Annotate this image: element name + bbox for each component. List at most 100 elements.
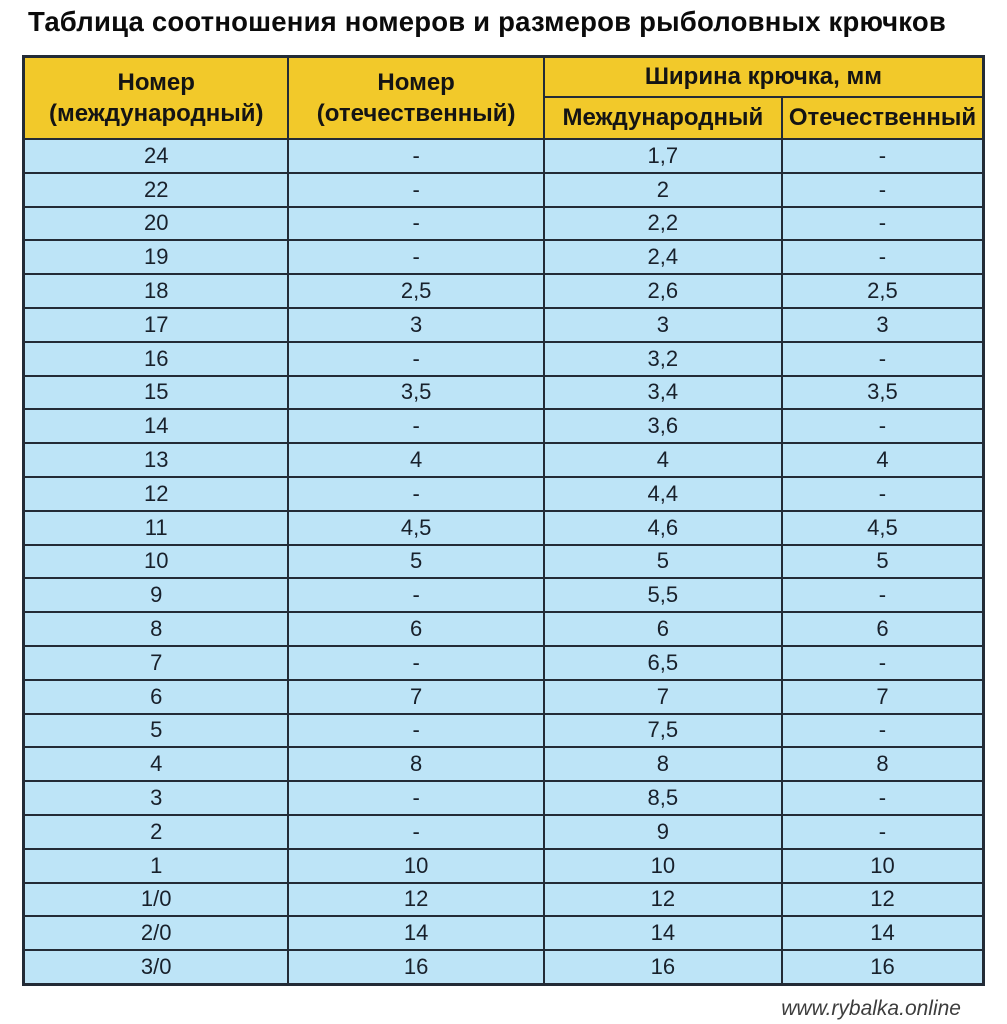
table-cell: 4 bbox=[542, 442, 783, 478]
table-cell: 2/0 bbox=[22, 915, 290, 952]
table-cell: 22 bbox=[22, 171, 290, 208]
table-cell: 17 bbox=[22, 306, 290, 343]
table-cell: 6 bbox=[22, 678, 290, 715]
table-cell: - bbox=[780, 780, 985, 816]
table-cell: - bbox=[287, 138, 545, 174]
table-row: 24-1,7- bbox=[22, 138, 985, 174]
table-row: 16-3,2- bbox=[22, 340, 985, 377]
table-cell: - bbox=[287, 475, 545, 512]
table-cell: 4,5 bbox=[780, 509, 985, 546]
header-line: (отечественный) bbox=[316, 100, 516, 127]
header-line: (международный) bbox=[48, 100, 264, 127]
table-cell: - bbox=[780, 813, 985, 850]
table-cell: 16 bbox=[780, 949, 985, 986]
table-row: 3/0 16 16 16 bbox=[22, 949, 985, 986]
table-cell: 1 bbox=[22, 847, 290, 884]
table-cell: 4,6 bbox=[542, 509, 783, 546]
table-cell: 3,5 bbox=[780, 374, 985, 411]
table-row: 17 3 3 3 bbox=[22, 306, 985, 343]
table-cell: - bbox=[287, 577, 545, 614]
table-row: 1/0 12 12 12 bbox=[22, 881, 985, 918]
table-cell: 7,5 bbox=[542, 712, 783, 749]
table-cell: 3,5 bbox=[287, 374, 545, 411]
table-row: 22-2- bbox=[22, 171, 985, 208]
table-cell: 8 bbox=[780, 746, 985, 783]
table-cell: 3 bbox=[542, 306, 783, 343]
table-cell: 3 bbox=[780, 306, 985, 343]
header-line: Номер bbox=[117, 68, 195, 96]
table-cell: 2 bbox=[22, 813, 290, 850]
table-cell: 14 bbox=[22, 408, 290, 445]
table-cell: 14 bbox=[542, 915, 783, 952]
table-cell: - bbox=[287, 780, 545, 816]
table-row: 1 10 10 10 bbox=[22, 847, 985, 884]
table-cell: 10 bbox=[287, 847, 545, 884]
header-number-international: Номер (международный) bbox=[22, 55, 290, 140]
table-cell: - bbox=[780, 340, 985, 377]
table-cell: 8 bbox=[22, 611, 290, 647]
table-cell: 20 bbox=[22, 205, 290, 242]
table-cell: - bbox=[287, 408, 545, 445]
table-cell: 2,6 bbox=[542, 273, 783, 309]
header-number-domestic: Номер (отечественный) bbox=[287, 55, 545, 140]
table-cell: 4,4 bbox=[542, 475, 783, 512]
table-cell: 3/0 bbox=[22, 949, 290, 986]
table-cell: - bbox=[287, 239, 545, 276]
table-cell: 9 bbox=[542, 813, 783, 850]
table-cell: - bbox=[780, 239, 985, 276]
table-cell: 2 bbox=[542, 171, 783, 208]
table-cell: 3,6 bbox=[542, 408, 783, 445]
table-cell: 7 bbox=[542, 678, 783, 715]
table-cell: 14 bbox=[780, 915, 985, 952]
table-cell: 3,4 bbox=[542, 374, 783, 411]
table-cell: 1,7 bbox=[542, 138, 783, 174]
table-cell: - bbox=[780, 171, 985, 208]
page-title: Таблица соотношения номеров и размеров р… bbox=[28, 6, 947, 37]
table-cell: - bbox=[287, 171, 545, 208]
table-cell: 4 bbox=[287, 442, 545, 478]
table-cell: 6,5 bbox=[542, 644, 783, 681]
footer-site: www.rybalka.online bbox=[781, 996, 961, 1020]
table-cell: 3,2 bbox=[542, 340, 783, 377]
table-cell: 5 bbox=[542, 543, 783, 580]
table-cell: 16 bbox=[542, 949, 783, 986]
table-cell: 8,5 bbox=[542, 780, 783, 816]
table-cell: - bbox=[780, 205, 985, 242]
table-row: 18 2,5 2,6 2,5 bbox=[22, 273, 985, 309]
table-cell: - bbox=[287, 644, 545, 681]
table-cell: 24 bbox=[22, 138, 290, 174]
table-cell: 6 bbox=[780, 611, 985, 647]
header-line: Номер bbox=[377, 68, 455, 96]
table-cell: 9 bbox=[22, 577, 290, 614]
table-cell: 14 bbox=[287, 915, 545, 952]
table-cell: 7 bbox=[287, 678, 545, 715]
table-cell: 5 bbox=[22, 712, 290, 749]
table-row: 2/0 14 14 14 bbox=[22, 915, 985, 952]
table-row: 5-7,5- bbox=[22, 712, 985, 749]
table-cell: 19 bbox=[22, 239, 290, 276]
table-cell: 5 bbox=[780, 543, 985, 580]
table-row: 7-6,5- bbox=[22, 644, 985, 681]
table-cell: 18 bbox=[22, 273, 290, 309]
table-cell: 2,5 bbox=[287, 273, 545, 309]
table-cell: 12 bbox=[287, 881, 545, 918]
table-header-row-1: Номер (международный) Номер (отечественный… bbox=[22, 55, 985, 140]
table-cell: - bbox=[780, 138, 985, 174]
table-cell: 15 bbox=[22, 374, 290, 411]
table-row: 9-5,5- bbox=[22, 577, 985, 614]
header-width-international: Международный bbox=[542, 95, 783, 141]
table-row: 12-4,4- bbox=[22, 475, 985, 512]
table-cell: 10 bbox=[542, 847, 783, 884]
table-cell: 2,4 bbox=[542, 239, 783, 276]
table-cell: 12 bbox=[542, 881, 783, 918]
table-cell: 3 bbox=[287, 306, 545, 343]
header-width-domestic: Отечественный bbox=[780, 95, 985, 141]
table-row: 19-2,4- bbox=[22, 239, 985, 276]
table-cell: - bbox=[287, 205, 545, 242]
table-cell: - bbox=[287, 712, 545, 749]
table-cell: 12 bbox=[22, 475, 290, 512]
